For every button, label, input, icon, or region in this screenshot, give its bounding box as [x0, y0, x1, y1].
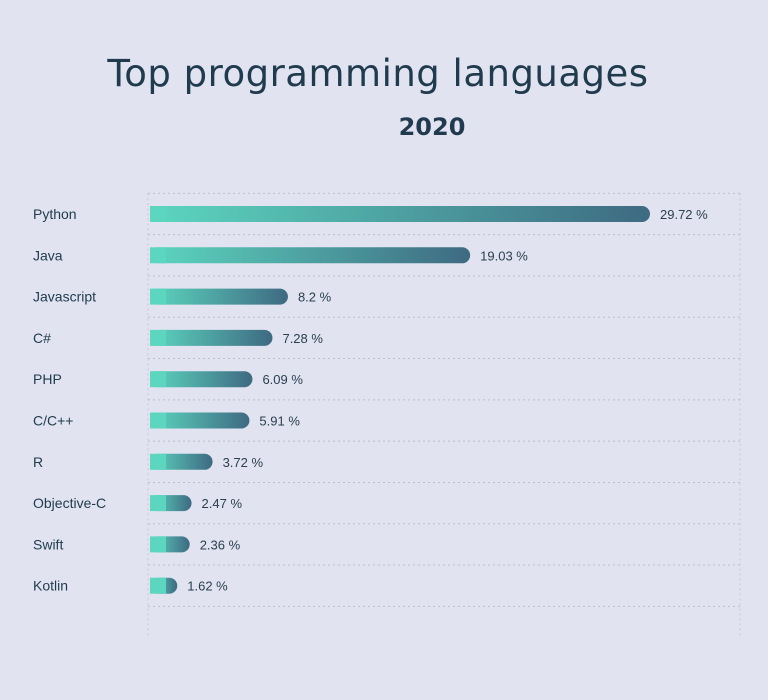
value-label: 2.47 %	[202, 496, 243, 511]
bar-left-cap	[150, 288, 166, 305]
category-label: C/C++	[33, 413, 73, 429]
bars	[150, 206, 650, 594]
category-label: R	[33, 454, 43, 470]
category-label: C#	[33, 330, 51, 346]
bar-c-	[150, 329, 273, 346]
category-label: Kotlin	[33, 578, 68, 594]
value-label: 5.91 %	[259, 414, 300, 429]
category-label: Objective-C	[33, 495, 106, 511]
value-label: 8.2 %	[298, 290, 332, 305]
value-label: 6.09 %	[262, 372, 303, 387]
chart-title: Top programming languages	[107, 52, 649, 95]
bar-left-cap	[150, 536, 166, 553]
bar-left-cap	[150, 495, 166, 512]
bar-left-cap	[150, 206, 166, 222]
category-label: Javascript	[33, 289, 96, 305]
value-label: 1.62 %	[187, 579, 228, 594]
bar-left-cap	[150, 247, 166, 264]
bar-left-cap	[150, 371, 166, 388]
category-label: Swift	[33, 536, 63, 552]
value-label: 7.28 %	[282, 331, 323, 346]
value-label: 29.72 %	[660, 207, 708, 222]
category-label: Java	[33, 247, 63, 263]
bar-c-c-	[150, 412, 250, 429]
value-label: 19.03 %	[480, 248, 528, 263]
bar-left-cap	[150, 453, 166, 470]
value-label: 2.36 %	[200, 537, 241, 552]
labels: Python 29.72 % Java 19.03 % Javascript 8.2 % C…	[33, 206, 708, 594]
bar-left-cap	[150, 329, 166, 346]
bar-javascript	[150, 288, 288, 305]
bar-left-cap	[150, 577, 166, 594]
bar-java	[150, 247, 471, 264]
grid-lines	[147, 192, 741, 637]
bar-python	[150, 206, 650, 222]
category-label: Python	[33, 206, 77, 222]
category-label: PHP	[33, 371, 62, 387]
bar-php	[150, 371, 253, 388]
chart-subtitle: 2020	[398, 113, 466, 141]
bar-left-cap	[150, 412, 166, 429]
value-label: 3.72 %	[223, 455, 264, 470]
